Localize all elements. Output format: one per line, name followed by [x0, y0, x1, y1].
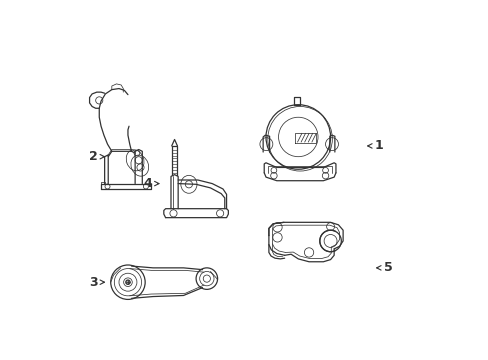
Text: 1: 1: [367, 139, 383, 152]
Text: 3: 3: [89, 276, 104, 289]
Circle shape: [125, 280, 130, 284]
Text: 2: 2: [89, 150, 104, 163]
Text: 5: 5: [376, 261, 391, 274]
Text: 4: 4: [143, 177, 159, 190]
